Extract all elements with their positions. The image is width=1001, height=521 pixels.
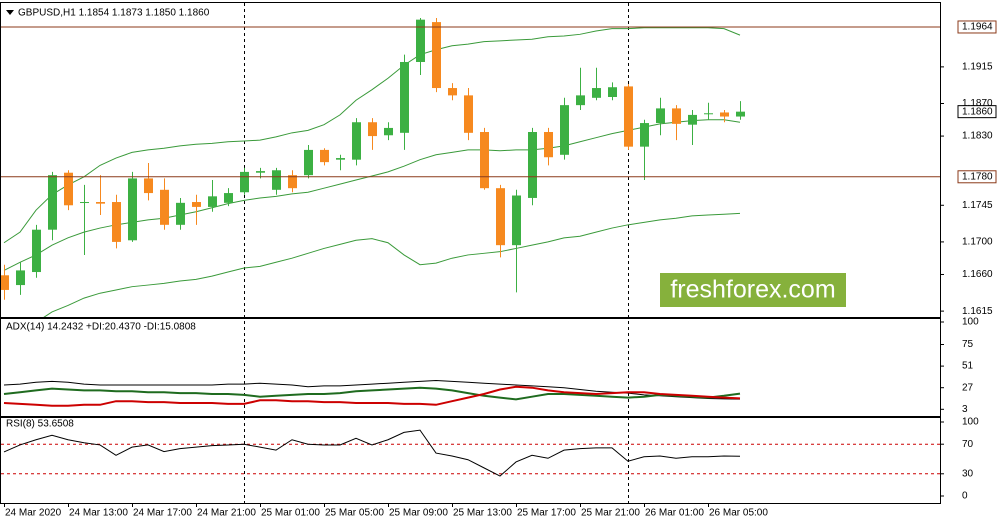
candle-body (432, 22, 441, 89)
y-tick-label: 1.1615 (962, 306, 993, 317)
candle-body (256, 171, 265, 173)
candle-body (576, 95, 585, 106)
candle-body (1, 275, 9, 290)
x-tick-label: 24 Mar 17:00 (133, 508, 192, 519)
x-tick-label: 25 Mar 01:00 (261, 508, 320, 519)
candle-body (496, 188, 505, 246)
level-label: 1.1780 (962, 171, 993, 182)
x-tick-label: 25 Mar 17:00 (517, 508, 576, 519)
candle-body (464, 95, 473, 133)
candle-body (64, 172, 73, 206)
candle-body (512, 195, 521, 246)
candle-body (192, 202, 201, 207)
candle-body (688, 114, 697, 125)
candle-body (336, 158, 345, 160)
y-tick-label: 1.1915 (962, 62, 993, 73)
candle-body (272, 170, 281, 190)
bollinger-band (3, 119, 741, 271)
x-tick-label: 25 Mar 13:00 (453, 508, 512, 519)
x-tick-label: 25 Mar 21:00 (581, 508, 640, 519)
candle-body (32, 229, 41, 273)
candle-body (128, 178, 137, 241)
candle-body (640, 123, 649, 147)
y-tick-label: 27 (962, 382, 974, 393)
candle-body (352, 122, 361, 160)
x-tick-label: 24 Mar 13:00 (69, 508, 128, 519)
candle-body (528, 132, 537, 198)
last-price-box (957, 105, 997, 119)
indicator-line (3, 386, 741, 401)
y-tick-label: 1.1700 (962, 237, 993, 248)
candle-body (448, 88, 457, 96)
candle-body (400, 61, 409, 133)
candle-body (96, 202, 105, 204)
y-tick-label: 1.1660 (962, 269, 993, 280)
indicator-line (3, 385, 741, 407)
y-tick-label: 75 (962, 339, 974, 350)
candle-body (112, 202, 121, 242)
candle-body (16, 270, 25, 286)
candle-body (560, 105, 569, 155)
y-tick-label: 0 (962, 491, 968, 502)
y-tick-label: 1.1830 (962, 131, 993, 142)
x-tick-label: 24 Mar 21:00 (197, 508, 256, 519)
level-label-box (957, 20, 997, 34)
chart-title: GBPUSD,H1 1.1854 1.1873 1.1850 1.1860 (18, 8, 210, 19)
candle-body (480, 132, 489, 189)
last-price-label: 1.1860 (962, 106, 993, 117)
y-tick-label: 3 (962, 404, 968, 415)
y-tick-label: 1.1870 (962, 98, 993, 109)
y-tick-label: 100 (962, 417, 979, 428)
watermark-box (660, 273, 846, 307)
indicator-title: RSI(8) 53.6508 (6, 419, 74, 430)
candle-body (720, 112, 729, 117)
candle-body (656, 108, 665, 124)
candle-body (304, 149, 313, 176)
candle-body (592, 88, 601, 98)
candle-body (320, 149, 329, 163)
candle-body (240, 171, 249, 193)
candle-body (208, 196, 217, 207)
x-tick-label: 24 Mar 2020 (5, 508, 62, 519)
y-tick-label: 1.1745 (962, 200, 993, 211)
candle-body (288, 175, 297, 189)
candle-body (624, 86, 633, 147)
y-tick-label: 51 (962, 361, 974, 372)
bollinger-band (43, 212, 741, 317)
candles (1, 18, 745, 317)
candle-body (544, 132, 553, 158)
x-tick-label: 26 Mar 01:00 (645, 508, 704, 519)
menu-arrow[interactable] (6, 10, 14, 15)
candle-body (144, 178, 153, 194)
y-tick-label: 30 (962, 468, 974, 479)
y-tick-label: 100 (962, 317, 979, 328)
adx-pane (0, 318, 941, 417)
bollinger-band (3, 27, 741, 244)
indicator-lines (1, 429, 940, 477)
x-tick-label: 26 Mar 05:00 (709, 508, 768, 519)
level-label-box (957, 170, 997, 184)
x-tick-label: 25 Mar 09:00 (389, 508, 448, 519)
candle-body (80, 202, 89, 204)
indicator-line (3, 429, 741, 477)
candle-body (224, 193, 233, 203)
candle-body (48, 175, 57, 230)
price-pane (0, 2, 941, 318)
candle-body (736, 111, 745, 117)
level-label: 1.1964 (962, 22, 993, 33)
candle-body (368, 122, 377, 137)
y-tick-label: 70 (962, 439, 974, 450)
indicator-lines (3, 379, 741, 407)
candle-body (672, 108, 681, 124)
indicator-title: ADX(14) 14.2432 +DI:20.4370 -DI:15.0808 (6, 322, 196, 333)
candle-body (176, 202, 185, 225)
candle-body (608, 87, 617, 97)
candle-body (704, 113, 713, 115)
candle-body (416, 19, 425, 62)
candle-body (384, 127, 393, 136)
watermark: freshforex.com (670, 276, 835, 304)
x-tick-label: 25 Mar 05:00 (325, 508, 384, 519)
candle-body (160, 189, 169, 225)
